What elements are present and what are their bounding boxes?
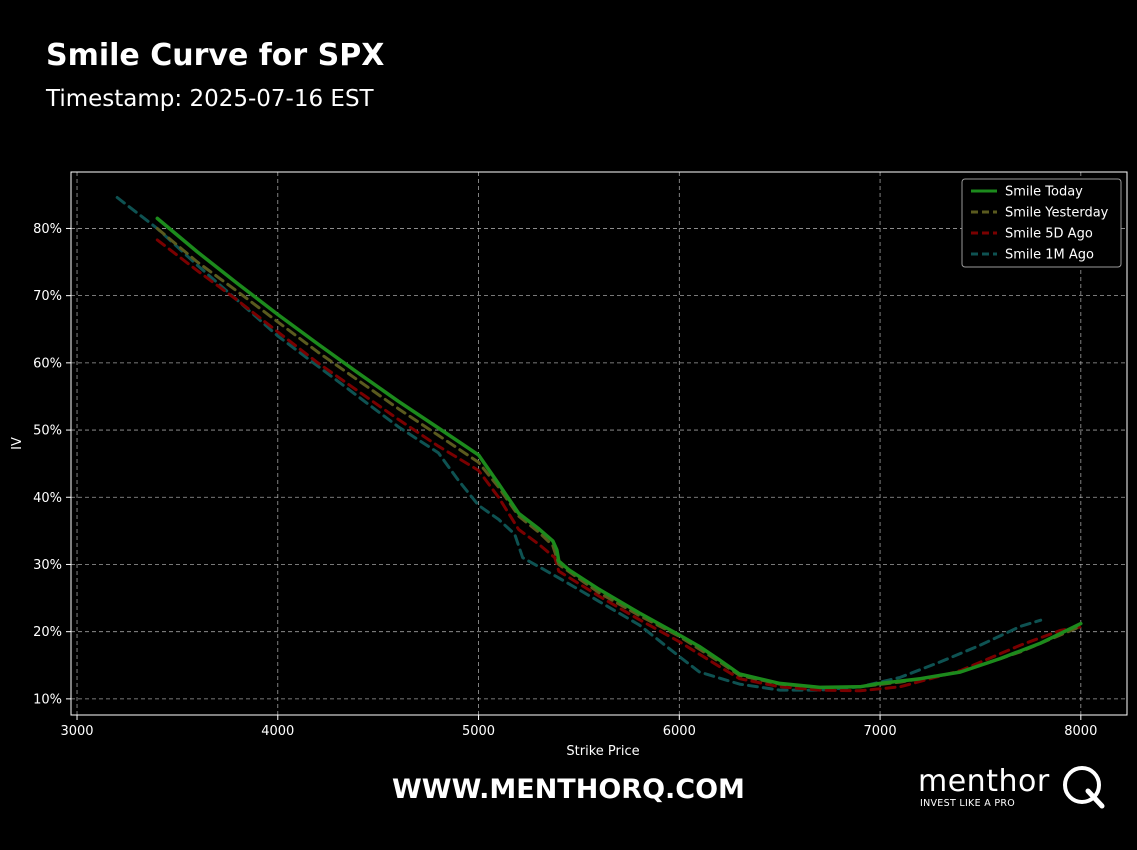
legend: Smile Today Smile Yesterday Smile 5D Ago Sm… bbox=[961, 178, 1122, 268]
x-tick-label: 8000 bbox=[1064, 724, 1097, 739]
x-tick-label: 6000 bbox=[663, 724, 696, 739]
x-tick-label: 3000 bbox=[60, 724, 93, 739]
website-watermark: WWW.MENTHORQ.COM bbox=[392, 774, 745, 805]
chart-subtitle: Timestamp: 2025-07-16 EST bbox=[46, 86, 374, 112]
series-lines bbox=[115, 196, 1083, 693]
series-line-smile-1m-ago bbox=[115, 196, 1043, 692]
logo-tagline: INVEST LIKE A PRO bbox=[920, 798, 1016, 809]
legend-entry: Smile 5D Ago bbox=[1005, 227, 1093, 242]
x-tick-label: 7000 bbox=[864, 724, 897, 739]
legend-entry: Smile Yesterday bbox=[1005, 206, 1109, 221]
logo-q-icon bbox=[1063, 766, 1105, 809]
x-tick-label: 4000 bbox=[261, 724, 294, 739]
y-tick-label: 60% bbox=[33, 356, 62, 371]
y-axis-label: IV bbox=[10, 437, 25, 450]
y-tick-label: 20% bbox=[33, 625, 62, 640]
y-tick-label: 70% bbox=[33, 289, 62, 304]
series-line-smile-yesterday bbox=[155, 227, 1083, 689]
y-tick-label: 10% bbox=[33, 692, 62, 707]
legend-entry: Smile Today bbox=[1005, 185, 1083, 200]
x-axis-label: Strike Price bbox=[566, 744, 639, 759]
y-tick-label: 80% bbox=[33, 222, 62, 237]
legend-entry: Smile 1M Ago bbox=[1005, 248, 1094, 263]
y-tick-label: 40% bbox=[33, 491, 62, 506]
series-line-smile-5d-ago bbox=[155, 238, 1083, 693]
axis-ticks: 3000 4000 5000 6000 7000 8000 10% 20% 30% 40% 50% 6… bbox=[33, 222, 1097, 739]
logo-wordmark: menthor bbox=[918, 764, 1050, 799]
y-tick-label: 50% bbox=[33, 424, 62, 439]
y-tick-label: 30% bbox=[33, 558, 62, 573]
legend-box bbox=[961, 178, 1122, 268]
series-line-smile-today bbox=[155, 216, 1083, 690]
x-tick-label: 5000 bbox=[462, 724, 495, 739]
chart-title: Smile Curve for SPX bbox=[46, 38, 385, 73]
menthorq-logo: menthor INVEST LIKE A PRO bbox=[918, 764, 1108, 814]
plot-frame bbox=[70, 171, 1128, 716]
grid-lines bbox=[71, 172, 1127, 715]
